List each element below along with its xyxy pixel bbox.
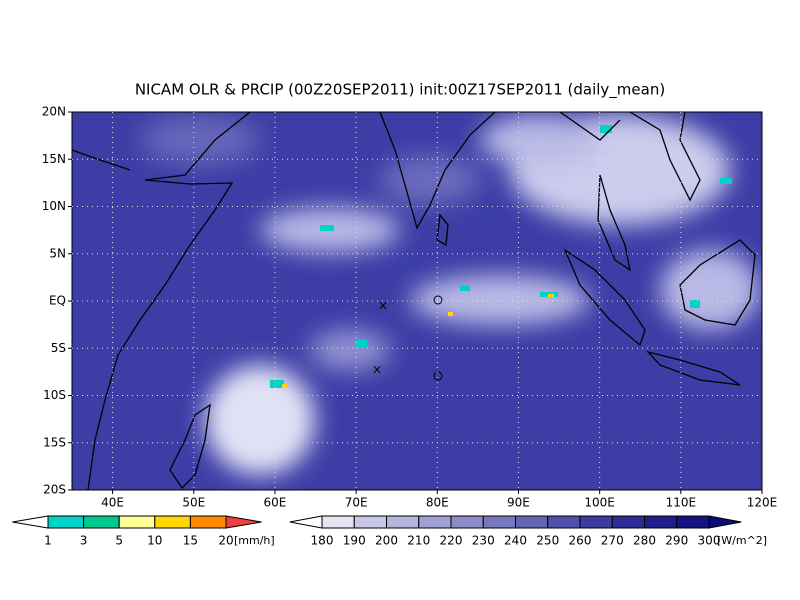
colorbar-label: 250 [536, 534, 559, 548]
colorbar-box [118, 515, 156, 529]
lat-label: 20N [42, 105, 66, 119]
colorbar-box [47, 515, 85, 529]
lat-label: 5N [49, 246, 66, 260]
colorbar-label: 180 [311, 534, 334, 548]
lon-label: 60E [264, 496, 287, 510]
colorbar-label: 290 [665, 534, 688, 548]
colorbar-unit: [mm/h] [234, 534, 275, 547]
colorbar-box [353, 515, 387, 529]
marker: × [378, 299, 388, 313]
lon-label: 50E [182, 496, 205, 510]
colorbar-box [189, 515, 227, 529]
colorbar-box [482, 515, 516, 529]
colorbar-end [12, 515, 49, 529]
colorbar-unit: [W/m^2] [717, 534, 767, 547]
colorbar-box [515, 515, 549, 529]
colorbar-box [450, 515, 484, 529]
colorbar-box [386, 515, 420, 529]
colorbar-label: 230 [472, 534, 495, 548]
lon-label: 110E [666, 496, 697, 510]
colorbar-box [611, 515, 645, 529]
marker [433, 295, 443, 305]
lon-label: 70E [345, 496, 368, 510]
colorbar-box [418, 515, 452, 529]
colorbar-box [83, 515, 120, 529]
lon-label: 90E [507, 496, 530, 510]
lon-label: 100E [584, 496, 615, 510]
colorbar-label: 1 [44, 534, 52, 548]
colorbar-end [225, 515, 262, 529]
colorbar-label: 10 [147, 534, 162, 548]
colorbar-end [708, 515, 742, 529]
colorbar-label: 210 [407, 534, 430, 548]
lat-label: 20S [43, 483, 66, 497]
colorbar-label: 300 [698, 534, 721, 548]
colorbar-label: 15 [183, 534, 198, 548]
colorbar-label: 240 [504, 534, 527, 548]
colorbar-label: 270 [601, 534, 624, 548]
lat-label: 15S [43, 435, 66, 449]
colorbar-label: 3 [80, 534, 88, 548]
colorbar-box [321, 515, 355, 529]
lon-label: 120E [747, 496, 778, 510]
colorbar-end [289, 515, 323, 529]
colorbar-label: 280 [633, 534, 656, 548]
colorbar-box [579, 515, 613, 529]
colorbar-label: 200 [375, 534, 398, 548]
lat-label: 5S [51, 341, 66, 355]
lat-label: 10S [43, 388, 66, 402]
lon-label: 40E [101, 496, 124, 510]
marker: × [372, 363, 382, 377]
colorbar-box [547, 515, 581, 529]
lat-label: EQ [49, 294, 66, 308]
colorbar-label: 220 [440, 534, 463, 548]
marker [433, 371, 443, 381]
colorbar-label: 20 [218, 534, 233, 548]
map-title: NICAM OLR & PRCIP (00Z20SEP2011) init:00… [135, 81, 665, 100]
colorbar-box [676, 515, 710, 529]
colorbar-box [154, 515, 191, 529]
lon-label: 80E [426, 496, 449, 510]
colorbar-label: 190 [343, 534, 366, 548]
lat-label: 15N [42, 152, 66, 166]
colorbar-label: 5 [115, 534, 123, 548]
lat-label: 10N [42, 199, 66, 213]
colorbar-label: 260 [569, 534, 592, 548]
colorbar-box [644, 515, 678, 529]
